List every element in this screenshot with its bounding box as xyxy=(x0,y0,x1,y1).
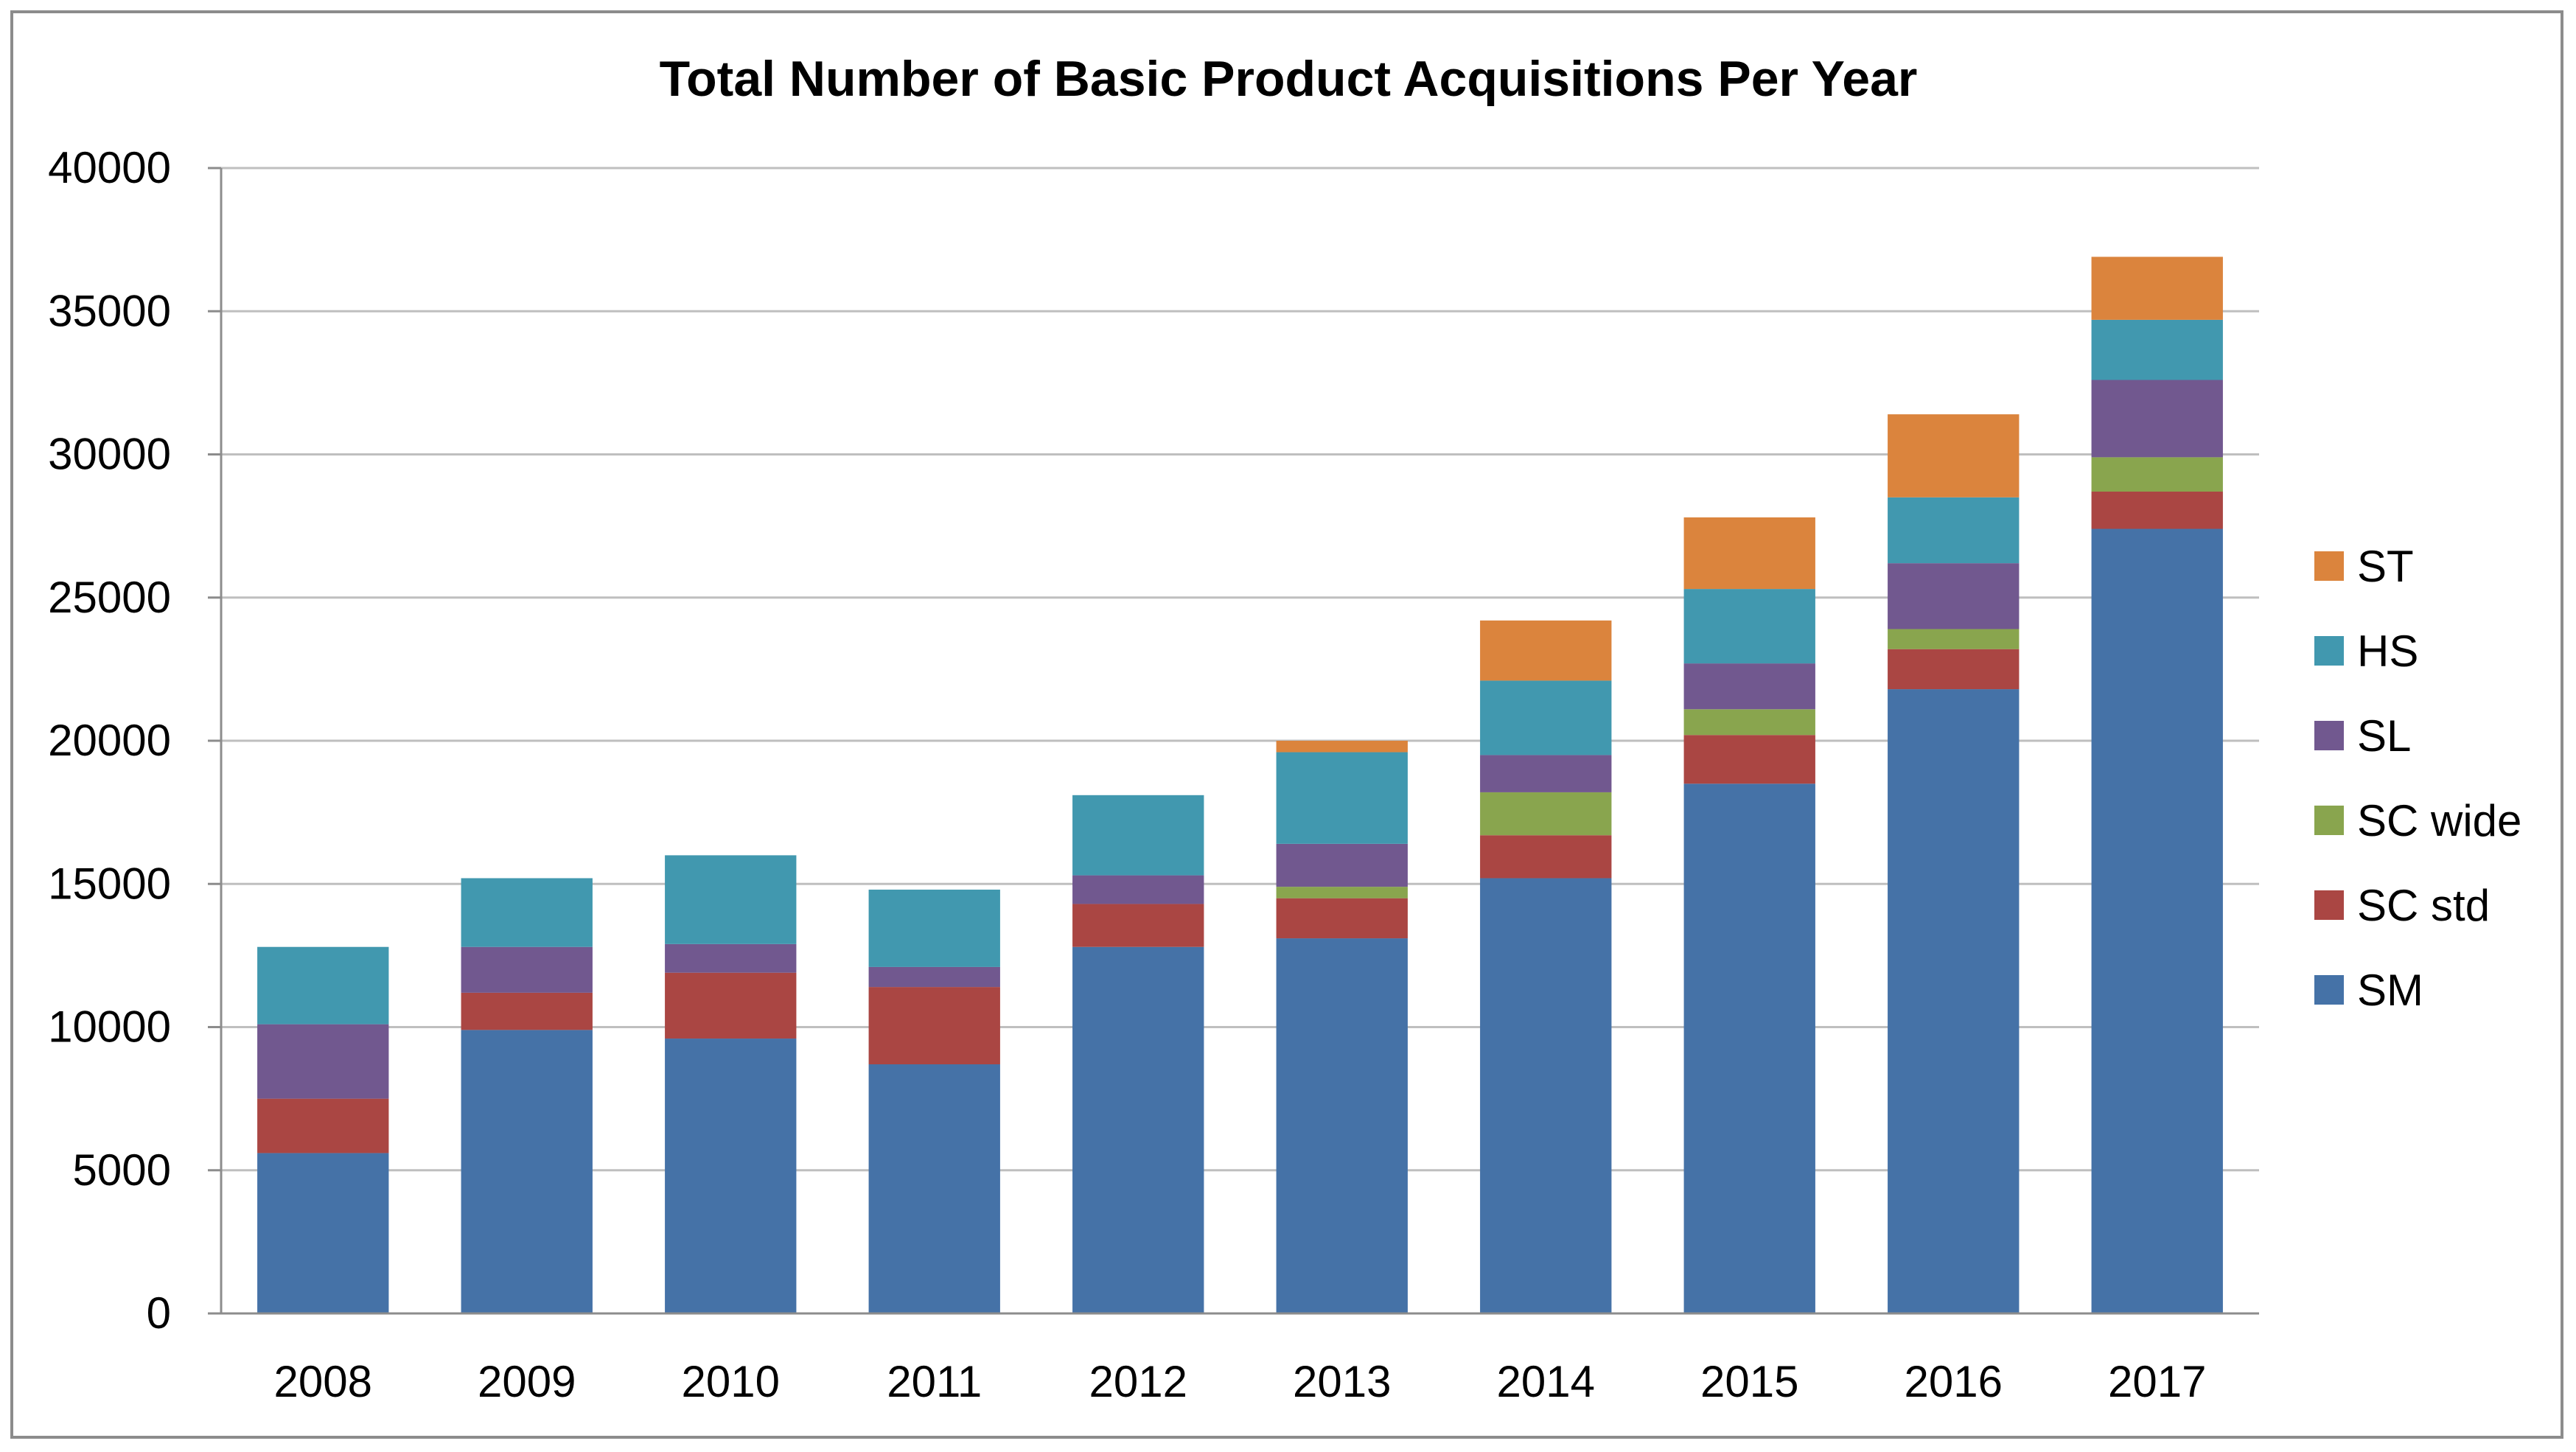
bar-segment-sc-std-2008 xyxy=(257,1098,389,1153)
legend-label: SC std xyxy=(2357,881,2490,930)
legend-label: SC wide xyxy=(2357,796,2521,845)
legend-swatch-sc-std xyxy=(2314,890,2344,920)
x-tick-label: 2017 xyxy=(2108,1357,2206,1406)
bar-segment-hs-2016 xyxy=(1888,497,2020,564)
bar-segment-sm-2012 xyxy=(1072,946,1204,1313)
bar-segment-sc-wide-2014 xyxy=(1480,792,1612,836)
x-tick-label: 2011 xyxy=(887,1357,982,1406)
bar-segment-hs-2009 xyxy=(461,878,593,947)
bar-segment-hs-2013 xyxy=(1276,752,1408,844)
bar-segment-sc-std-2010 xyxy=(665,972,797,1039)
y-tick-label: 35000 xyxy=(48,286,171,335)
y-tick-label: 0 xyxy=(147,1288,171,1338)
bar-segment-sl-2010 xyxy=(665,943,797,973)
bar-segment-sc-std-2011 xyxy=(868,987,1000,1065)
bar-segment-sm-2013 xyxy=(1276,938,1408,1313)
bar-segment-hs-2015 xyxy=(1683,589,1815,664)
bar-segment-sl-2012 xyxy=(1072,875,1204,904)
bar-segment-hs-2008 xyxy=(257,946,389,1025)
x-tick-label: 2013 xyxy=(1293,1357,1391,1406)
bar-segment-sc-std-2017 xyxy=(2091,492,2223,529)
bar-segment-sl-2009 xyxy=(461,946,593,993)
bar-segment-hs-2017 xyxy=(2091,319,2223,380)
bar-segment-sl-2008 xyxy=(257,1024,389,1099)
y-tick-label: 20000 xyxy=(48,716,171,765)
x-tick-label: 2014 xyxy=(1497,1357,1595,1406)
bar-segment-sm-2015 xyxy=(1683,783,1815,1313)
bar-segment-sm-2011 xyxy=(868,1064,1000,1313)
bar-segment-sc-std-2009 xyxy=(461,992,593,1030)
legend-swatch-st xyxy=(2314,551,2344,581)
axes xyxy=(208,167,2259,1315)
bar-segment-st-2015 xyxy=(1683,517,1815,590)
bar-segment-hs-2010 xyxy=(665,855,797,944)
x-tick-label: 2009 xyxy=(478,1357,576,1406)
bar-segment-sl-2016 xyxy=(1888,563,2020,629)
bar-segment-sm-2009 xyxy=(461,1030,593,1313)
x-tick-label: 2010 xyxy=(682,1357,780,1406)
chart-title: Total Number of Basic Product Acquisitio… xyxy=(660,51,1918,107)
bar-segment-hs-2014 xyxy=(1480,680,1612,755)
bar-segment-sc-std-2016 xyxy=(1888,649,2020,690)
legend-label: SM xyxy=(2357,966,2423,1015)
bar-segment-sm-2017 xyxy=(2091,528,2223,1313)
bars xyxy=(257,256,2223,1313)
bar-segment-sm-2016 xyxy=(1888,689,2020,1313)
y-tick-label: 25000 xyxy=(48,573,171,622)
y-axis-ticks: 0 5000 10000 15000 20000 25000 30000 35000 40000 xyxy=(48,143,171,1338)
y-tick-label: 5000 xyxy=(73,1145,171,1195)
legend-swatch-sc-wide xyxy=(2314,806,2344,835)
bar-segment-sc-wide-2013 xyxy=(1276,887,1408,898)
y-tick-label: 40000 xyxy=(48,143,171,192)
bar-segment-sc-wide-2015 xyxy=(1683,709,1815,736)
x-tick-label: 2012 xyxy=(1089,1357,1187,1406)
bar-segment-st-2014 xyxy=(1480,620,1612,681)
x-tick-label: 2015 xyxy=(1700,1357,1798,1406)
legend-label: SL xyxy=(2357,711,2411,761)
legend-label: HS xyxy=(2357,626,2418,676)
bar-segment-hs-2011 xyxy=(868,890,1000,967)
legend-swatch-hs xyxy=(2314,636,2344,666)
x-tick-label: 2016 xyxy=(1905,1357,2003,1406)
legend-label: ST xyxy=(2357,542,2414,591)
bar-segment-sc-std-2015 xyxy=(1683,735,1815,784)
bar-segment-sm-2014 xyxy=(1480,878,1612,1313)
legend: ST HS SL SC wide SC std SM xyxy=(2314,542,2521,1015)
bar-segment-sm-2010 xyxy=(665,1039,797,1313)
y-tick-label: 15000 xyxy=(48,859,171,908)
bar-segment-sl-2015 xyxy=(1683,663,1815,710)
bar-segment-st-2017 xyxy=(2091,256,2223,320)
bar-segment-st-2016 xyxy=(1888,414,2020,498)
bar-segment-st-2013 xyxy=(1276,741,1408,753)
bar-segment-sl-2014 xyxy=(1480,755,1612,792)
bar-segment-sc-std-2013 xyxy=(1276,898,1408,939)
bar-segment-sc-std-2014 xyxy=(1480,835,1612,879)
x-tick-label: 2008 xyxy=(274,1357,372,1406)
bar-segment-sc-wide-2016 xyxy=(1888,629,2020,649)
bar-segment-hs-2012 xyxy=(1072,795,1204,876)
y-tick-label: 10000 xyxy=(48,1002,171,1052)
legend-swatch-sl xyxy=(2314,721,2344,750)
bar-segment-sc-std-2012 xyxy=(1072,904,1204,947)
legend-swatch-sm xyxy=(2314,975,2344,1005)
bar-segment-sl-2013 xyxy=(1276,843,1408,887)
bar-segment-sl-2017 xyxy=(2091,380,2223,458)
x-axis-ticks: 2008 2009 2010 2011 2012 2013 2014 2015 2016 2017 xyxy=(274,1357,2207,1406)
bar-segment-sc-wide-2017 xyxy=(2091,457,2223,492)
bar-segment-sl-2011 xyxy=(868,966,1000,988)
y-tick-label: 30000 xyxy=(48,430,171,479)
bar-segment-sm-2008 xyxy=(257,1153,389,1313)
